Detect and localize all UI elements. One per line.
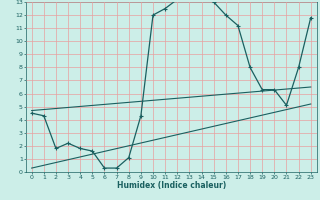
X-axis label: Humidex (Indice chaleur): Humidex (Indice chaleur) xyxy=(116,181,226,190)
